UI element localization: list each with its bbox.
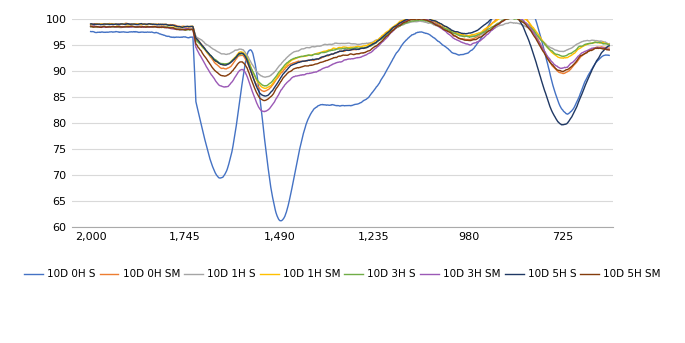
10D 5H SM (86, 24, 95, 28)
10D 5H S (326, 52, 334, 57)
10D 5H S (508, 11, 516, 15)
10D 0H SM (598, 45, 606, 49)
10D 1H S (508, 21, 516, 25)
Line: 10D 5H SM: 10D 5H SM (90, 18, 609, 100)
10D 3H S (598, 41, 606, 45)
10D 5H S (501, 8, 510, 12)
10D 3H S (359, 46, 367, 50)
10D 3H SM (212, 80, 221, 84)
10D 1H SM (262, 86, 270, 91)
10D 1H SM (326, 48, 334, 52)
10D 3H SM (86, 24, 95, 28)
Line: 10D 0H SM: 10D 0H SM (90, 10, 609, 92)
10D 0H S (86, 29, 95, 34)
10D 3H S (508, 16, 516, 20)
10D 0H SM (266, 86, 274, 91)
10D 0H SM (212, 62, 221, 67)
Line: 10D 3H S: 10D 3H S (90, 18, 609, 86)
10D 3H SM (260, 110, 269, 114)
10D 3H S (266, 81, 274, 85)
10D 1H SM (598, 40, 606, 45)
10D 1H S (86, 24, 95, 28)
10D 5H S (212, 59, 221, 63)
10D 3H S (212, 58, 221, 62)
10D 1H S (605, 42, 613, 46)
Legend: 10D 0H S, 10D 0H SM, 10D 1H S, 10D 1H SM, 10D 3H S, 10D 3H SM, 10D 5H S, 10D 5H : 10D 0H S, 10D 0H SM, 10D 1H S, 10D 1H SM… (20, 265, 665, 284)
Line: 10D 3H SM: 10D 3H SM (90, 16, 609, 112)
10D 3H S (326, 49, 334, 53)
10D 0H S (265, 175, 273, 179)
10D 5H S (605, 44, 613, 48)
Line: 10D 5H S: 10D 5H S (90, 10, 609, 125)
10D 0H S (359, 99, 367, 103)
10D 0H S (598, 55, 606, 59)
10D 0H SM (507, 8, 515, 12)
10D 0H SM (86, 22, 95, 26)
10D 5H SM (605, 48, 613, 52)
10D 3H SM (605, 48, 613, 52)
10D 1H SM (266, 84, 274, 88)
10D 0H S (605, 53, 613, 57)
10D 3H S (508, 16, 516, 20)
10D 5H SM (598, 47, 606, 51)
10D 0H S (277, 219, 285, 223)
10D 5H S (265, 92, 273, 96)
10D 1H SM (359, 44, 367, 48)
10D 5H SM (260, 98, 269, 103)
10D 0H S (212, 173, 221, 177)
10D 5H SM (508, 16, 516, 20)
10D 5H S (358, 46, 366, 50)
10D 1H SM (508, 12, 516, 16)
10D 1H S (326, 42, 334, 46)
10D 1H SM (605, 42, 613, 46)
10D 0H SM (326, 52, 334, 57)
10D 3H SM (508, 15, 516, 19)
10D 3H S (86, 25, 95, 29)
10D 3H S (260, 84, 269, 88)
10D 5H S (558, 123, 566, 127)
10D 3H S (605, 43, 613, 47)
Line: 10D 0H S: 10D 0H S (90, 0, 609, 221)
10D 1H SM (212, 60, 221, 64)
10D 5H S (598, 50, 606, 54)
10D 1H S (212, 49, 221, 53)
10D 1H SM (508, 12, 516, 16)
10D 1H S (261, 75, 269, 79)
10D 5H SM (359, 51, 367, 55)
10D 1H S (416, 19, 425, 23)
10D 5H SM (212, 70, 221, 74)
10D 0H SM (260, 90, 269, 94)
10D 1H S (359, 42, 367, 46)
Line: 10D 1H S: 10D 1H S (90, 21, 609, 77)
10D 3H SM (266, 106, 274, 110)
10D 0H SM (508, 9, 516, 13)
10D 0H SM (359, 46, 367, 50)
10D 1H SM (86, 22, 95, 26)
10D 5H SM (326, 57, 334, 61)
10D 0H S (326, 103, 334, 107)
10D 5H SM (266, 95, 274, 99)
10D 0H SM (605, 46, 613, 50)
10D 3H SM (512, 14, 520, 19)
Line: 10D 1H SM: 10D 1H SM (90, 14, 609, 88)
10D 3H SM (598, 46, 606, 50)
10D 5H S (86, 22, 95, 26)
10D 1H S (598, 39, 606, 44)
10D 1H S (266, 74, 274, 78)
10D 3H SM (359, 54, 367, 58)
10D 5H SM (511, 16, 519, 20)
10D 3H SM (326, 63, 334, 68)
